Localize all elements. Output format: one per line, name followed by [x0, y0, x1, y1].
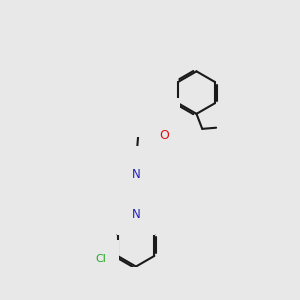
Text: N: N	[132, 208, 140, 220]
Text: O: O	[160, 129, 170, 142]
Text: N: N	[132, 168, 140, 181]
Text: N: N	[132, 160, 140, 173]
Text: N: N	[157, 113, 166, 126]
Text: Cl: Cl	[95, 254, 106, 264]
Text: H: H	[148, 114, 157, 124]
